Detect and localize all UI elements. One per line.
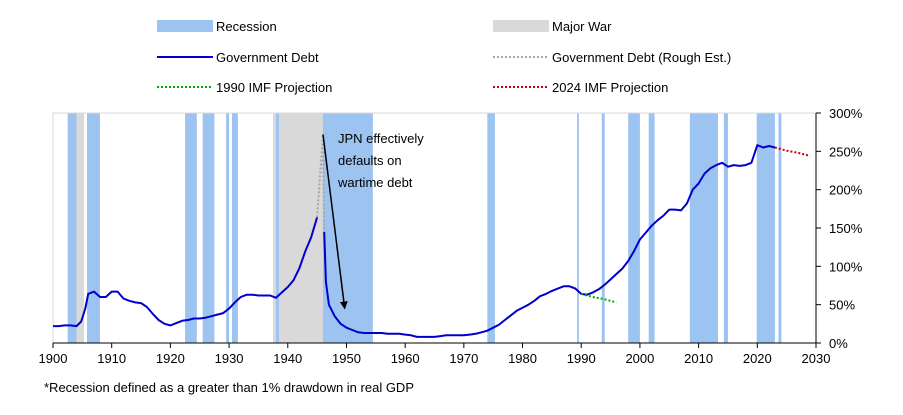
debt-line: [323, 144, 776, 338]
recession-band: [648, 113, 655, 343]
x-tick-label: 1970: [449, 351, 478, 366]
y-axis: 0% 50% 100% 150% 200% 250% 300%: [816, 106, 863, 351]
y-tick-label: 0%: [829, 336, 848, 351]
imf-1990-projection-line: [580, 292, 617, 304]
debt-line: [53, 217, 319, 328]
recession-band: [276, 113, 279, 343]
x-tick-label: 1950: [332, 351, 361, 366]
x-tick-label: 1960: [391, 351, 420, 366]
x-tick-label: 1940: [273, 351, 302, 366]
recession-band: [185, 113, 197, 343]
x-tick-label: 2000: [625, 351, 654, 366]
legend-label-imf1990: 1990 IMF Projection: [216, 80, 332, 95]
recession-band: [232, 113, 238, 343]
legend-label-war: Major War: [552, 19, 612, 34]
y-tick-label: 100%: [829, 259, 863, 274]
recession-band: [723, 113, 728, 343]
recession-band: [67, 113, 77, 343]
recession-band: [226, 113, 230, 343]
legend-label-rough: Government Debt (Rough Est.): [552, 50, 731, 65]
x-tick-label: 2020: [743, 351, 772, 366]
legend-label-debt: Government Debt: [216, 50, 319, 65]
recession-band: [756, 113, 775, 343]
footnote: *Recession defined as a greater than 1% …: [44, 380, 414, 395]
legend-swatch-war: [493, 20, 549, 32]
recession-band: [202, 113, 215, 343]
x-tick-label: 2030: [802, 351, 831, 366]
shaded-bands: [67, 113, 782, 343]
war-band: [273, 113, 324, 343]
recession-band: [689, 113, 718, 343]
x-tick-label: 1900: [39, 351, 68, 366]
recession-band: [778, 113, 782, 343]
annotation-line-2: defaults on: [338, 153, 402, 168]
annotation-line-1: JPN effectively: [338, 131, 424, 146]
legend-label-recession: Recession: [216, 19, 277, 34]
x-axis: 1900 1910 1920 1930 1940 1950 1960 1970 1980 1990…: [39, 343, 831, 366]
x-tick-label: 1910: [97, 351, 126, 366]
recession-band: [577, 113, 579, 343]
y-tick-label: 50%: [829, 298, 855, 313]
recession-band: [87, 113, 100, 343]
recession-band: [487, 113, 495, 343]
annotation-line-3: wartime debt: [337, 175, 413, 190]
y-tick-label: 300%: [829, 106, 863, 121]
legend: Recession Major War Government Debt Gove…: [157, 19, 731, 95]
war-band: [76, 113, 85, 343]
y-tick-label: 250%: [829, 144, 863, 159]
x-tick-label: 1990: [567, 351, 596, 366]
annotation-arrow: [322, 134, 348, 310]
x-tick-label: 1930: [215, 351, 244, 366]
y-tick-label: 200%: [829, 183, 863, 198]
y-tick-label: 150%: [829, 221, 863, 236]
x-tick-label: 1920: [156, 351, 185, 366]
annotation: JPN effectively defaults on wartime debt: [322, 131, 424, 310]
recession-band: [601, 113, 605, 343]
x-tick-label: 2010: [684, 351, 713, 366]
recession-band: [322, 113, 373, 343]
series-lines: [53, 133, 811, 338]
x-tick-label: 1980: [508, 351, 537, 366]
recession-band: [628, 113, 640, 343]
legend-label-imf2024: 2024 IMF Projection: [552, 80, 668, 95]
legend-swatch-recession: [157, 20, 213, 32]
